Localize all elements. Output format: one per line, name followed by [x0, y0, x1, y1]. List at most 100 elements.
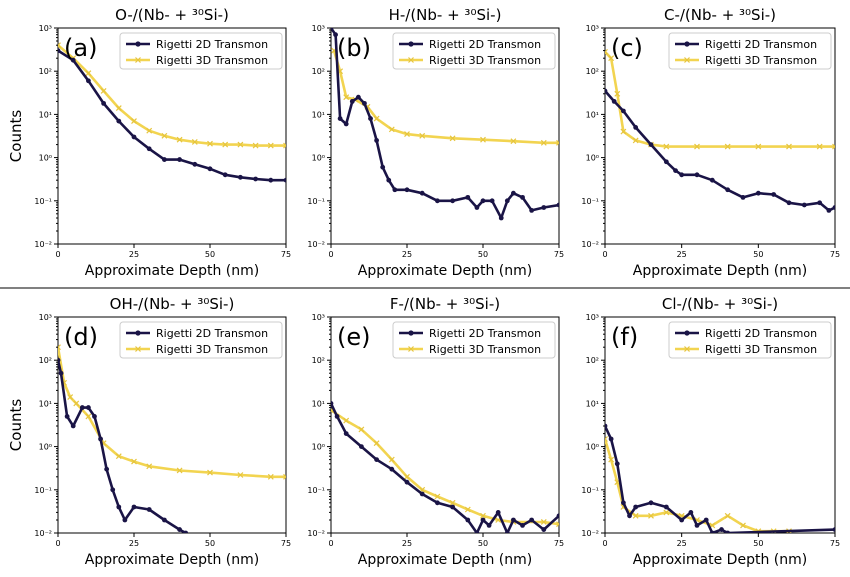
data-point — [464, 506, 471, 513]
data-point — [115, 105, 122, 112]
x-tick-label: 25 — [677, 250, 687, 259]
panels-group: 0 25 50 75 10⁻² 10⁻¹ 10⁰ 10¹ 10² 10³ Approximate D… — [7, 6, 840, 568]
data-point — [98, 436, 103, 442]
x-axis-label: Approximate Depth (nm) — [633, 263, 807, 279]
data-point — [614, 461, 620, 467]
data-point — [826, 207, 832, 213]
data-point — [388, 126, 395, 133]
panel-label: (b) — [337, 34, 371, 62]
data-point — [404, 479, 410, 485]
data-point — [786, 200, 792, 206]
data-point — [621, 108, 626, 114]
data-point — [605, 48, 608, 55]
data-point — [355, 94, 361, 100]
data-point — [540, 519, 547, 525]
legend-marker — [135, 346, 141, 352]
data-point — [556, 513, 559, 519]
data-point — [222, 172, 228, 178]
data-point — [529, 207, 535, 213]
y-tick-label: 10⁻² — [581, 240, 599, 249]
x-tick-label: 0 — [602, 539, 607, 548]
y-tick-label: 10¹ — [39, 399, 52, 408]
series-2d-transmon — [331, 28, 559, 221]
series-3d-transmon — [58, 344, 286, 480]
plot-frame — [57, 316, 287, 534]
data-point — [86, 78, 91, 84]
legend-label: Rigetti 2D Transmon — [156, 38, 268, 51]
chart-title: OH-/(Nb- + ³⁰Si-) — [110, 295, 235, 313]
data-point — [161, 132, 168, 139]
data-point — [556, 521, 559, 528]
series-2d-transmon — [331, 401, 559, 533]
y-tick-label: 10⁻¹ — [307, 486, 325, 495]
data-point — [100, 87, 107, 94]
data-point — [709, 530, 715, 533]
data-point — [253, 176, 258, 182]
data-point — [183, 530, 189, 533]
x-tick-label: 0 — [55, 539, 60, 548]
y-tick-label: 10⁰ — [312, 443, 325, 452]
data-point — [688, 509, 694, 515]
x-tick-label: 25 — [677, 539, 687, 548]
data-point — [404, 187, 410, 193]
data-point — [85, 70, 92, 77]
data-point — [86, 405, 91, 410]
data-point — [58, 370, 64, 376]
data-point — [510, 138, 517, 145]
data-point — [450, 198, 455, 204]
data-point — [101, 100, 106, 106]
data-point — [520, 194, 525, 200]
legend-label: Rigetti 3D Transmon — [156, 54, 268, 67]
data-point — [207, 166, 213, 172]
data-point — [480, 512, 486, 519]
series-3d-transmon — [331, 407, 559, 528]
x-axis-label: Approximate Depth (nm) — [358, 263, 532, 279]
data-point — [58, 48, 61, 53]
data-point — [373, 115, 380, 122]
chart-title: Cl-/(Nb- + ³⁰Si-) — [662, 295, 778, 313]
y-tick-label: 10² — [39, 67, 52, 76]
data-point — [110, 487, 116, 493]
chart-panel-3: 0 25 50 75 10⁻² 10⁻¹ 10⁰ 10¹ 10² 10³ Approximate D… — [7, 295, 291, 568]
data-point — [73, 400, 80, 407]
chart-title: O-/(Nb- + ³⁰Si-) — [115, 6, 229, 24]
legend-label: Rigetti 3D Transmon — [705, 343, 817, 356]
data-point — [648, 512, 654, 519]
series-line — [605, 90, 835, 212]
y-tick-label: 10¹ — [586, 110, 599, 119]
series-line — [331, 402, 559, 533]
data-point — [633, 504, 639, 510]
data-point — [480, 517, 486, 523]
x-tick-label: 0 — [328, 539, 333, 548]
legend-marker — [408, 330, 414, 336]
data-point — [556, 202, 559, 208]
data-point — [755, 190, 761, 196]
y-tick-label: 10⁰ — [39, 443, 52, 452]
data-point — [373, 440, 380, 447]
data-point — [368, 116, 373, 121]
data-point — [465, 517, 471, 523]
legend-marker — [684, 346, 690, 352]
data-point — [122, 517, 128, 523]
data-point — [162, 157, 167, 162]
data-point — [480, 198, 486, 204]
plot-frame — [604, 27, 836, 245]
data-point — [359, 444, 364, 449]
y-tick-label: 10¹ — [586, 399, 599, 408]
data-point — [504, 198, 510, 204]
data-point — [450, 504, 455, 510]
y-tick-label: 10⁰ — [312, 154, 325, 163]
legend-marker — [135, 330, 141, 336]
data-point — [92, 414, 97, 419]
y-tick-label: 10² — [39, 356, 52, 365]
data-point — [504, 530, 510, 533]
data-point — [632, 512, 639, 519]
data-point — [474, 530, 480, 533]
data-point — [663, 143, 670, 150]
x-tick-label: 50 — [753, 250, 763, 259]
x-tick-label: 25 — [402, 539, 412, 548]
legend-marker — [684, 41, 690, 47]
data-point — [605, 88, 608, 94]
data-point — [116, 118, 122, 124]
y-tick-label: 10⁻¹ — [581, 197, 599, 206]
